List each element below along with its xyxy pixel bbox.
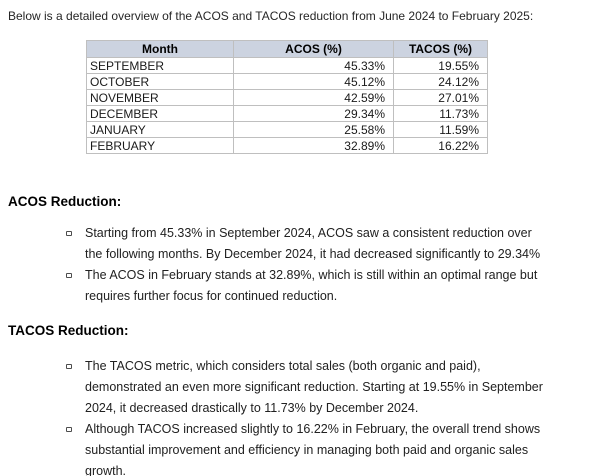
bullet-item: Starting from 45.33% in September 2024, …	[66, 223, 544, 265]
table-row: NOVEMBER 42.59% 27.01%	[86, 89, 488, 106]
table-row: DECEMBER 29.34% 11.73%	[86, 105, 488, 122]
intro-text: Below is a detailed overview of the ACOS…	[8, 9, 534, 23]
bullet-text: Starting from 45.33% in September 2024, …	[85, 226, 541, 261]
cell-month: NOVEMBER	[86, 89, 234, 106]
bullet-text: Although TACOS increased slightly to 16.…	[85, 422, 541, 476]
column-header-acos: ACOS (%)	[233, 40, 394, 58]
cell-acos: 29.34%	[233, 105, 394, 122]
bullet-icon	[66, 364, 72, 369]
bullet-item: The ACOS in February stands at 32.89%, w…	[66, 265, 544, 307]
column-header-month: Month	[86, 40, 234, 58]
cell-month: JANUARY	[86, 121, 234, 138]
cell-acos: 45.12%	[233, 73, 394, 90]
cell-tacos: 16.22%	[393, 137, 488, 154]
cell-month: OCTOBER	[86, 73, 234, 90]
bullet-text: The ACOS in February stands at 32.89%, w…	[85, 268, 538, 303]
tacos-section-heading: TACOS Reduction:	[8, 323, 129, 338]
table-row: SEPTEMBER 45.33% 19.55%	[86, 57, 488, 74]
bullet-icon	[66, 231, 72, 236]
cell-tacos: 11.73%	[393, 105, 488, 122]
cell-acos: 42.59%	[233, 89, 394, 106]
cell-acos: 32.89%	[233, 137, 394, 154]
table-header-row: Month ACOS (%) TACOS (%)	[86, 40, 488, 58]
bullet-item: Although TACOS increased slightly to 16.…	[66, 419, 544, 476]
acos-tacos-table: Month ACOS (%) TACOS (%) SEPTEMBER 45.33…	[86, 40, 488, 154]
cell-acos: 25.58%	[233, 121, 394, 138]
column-header-tacos: TACOS (%)	[393, 40, 488, 58]
cell-tacos: 24.12%	[393, 73, 488, 90]
cell-tacos: 27.01%	[393, 89, 488, 106]
tacos-bullet-list: The TACOS metric, which considers total …	[66, 356, 544, 476]
acos-section-heading: ACOS Reduction:	[8, 194, 122, 209]
acos-bullet-list: Starting from 45.33% in September 2024, …	[66, 223, 544, 307]
bullet-icon	[66, 273, 72, 278]
bullet-icon	[66, 427, 72, 432]
cell-month: DECEMBER	[86, 105, 234, 122]
table-row: JANUARY 25.58% 11.59%	[86, 121, 488, 138]
cell-acos: 45.33%	[233, 57, 394, 74]
cell-tacos: 11.59%	[393, 121, 488, 138]
cell-tacos: 19.55%	[393, 57, 488, 74]
cell-month: SEPTEMBER	[86, 57, 234, 74]
table-row: FEBRUARY 32.89% 16.22%	[86, 137, 488, 154]
bullet-item: The TACOS metric, which considers total …	[66, 356, 544, 419]
cell-month: FEBRUARY	[86, 137, 234, 154]
bullet-text: The TACOS metric, which considers total …	[85, 359, 543, 415]
table-row: OCTOBER 45.12% 24.12%	[86, 73, 488, 90]
